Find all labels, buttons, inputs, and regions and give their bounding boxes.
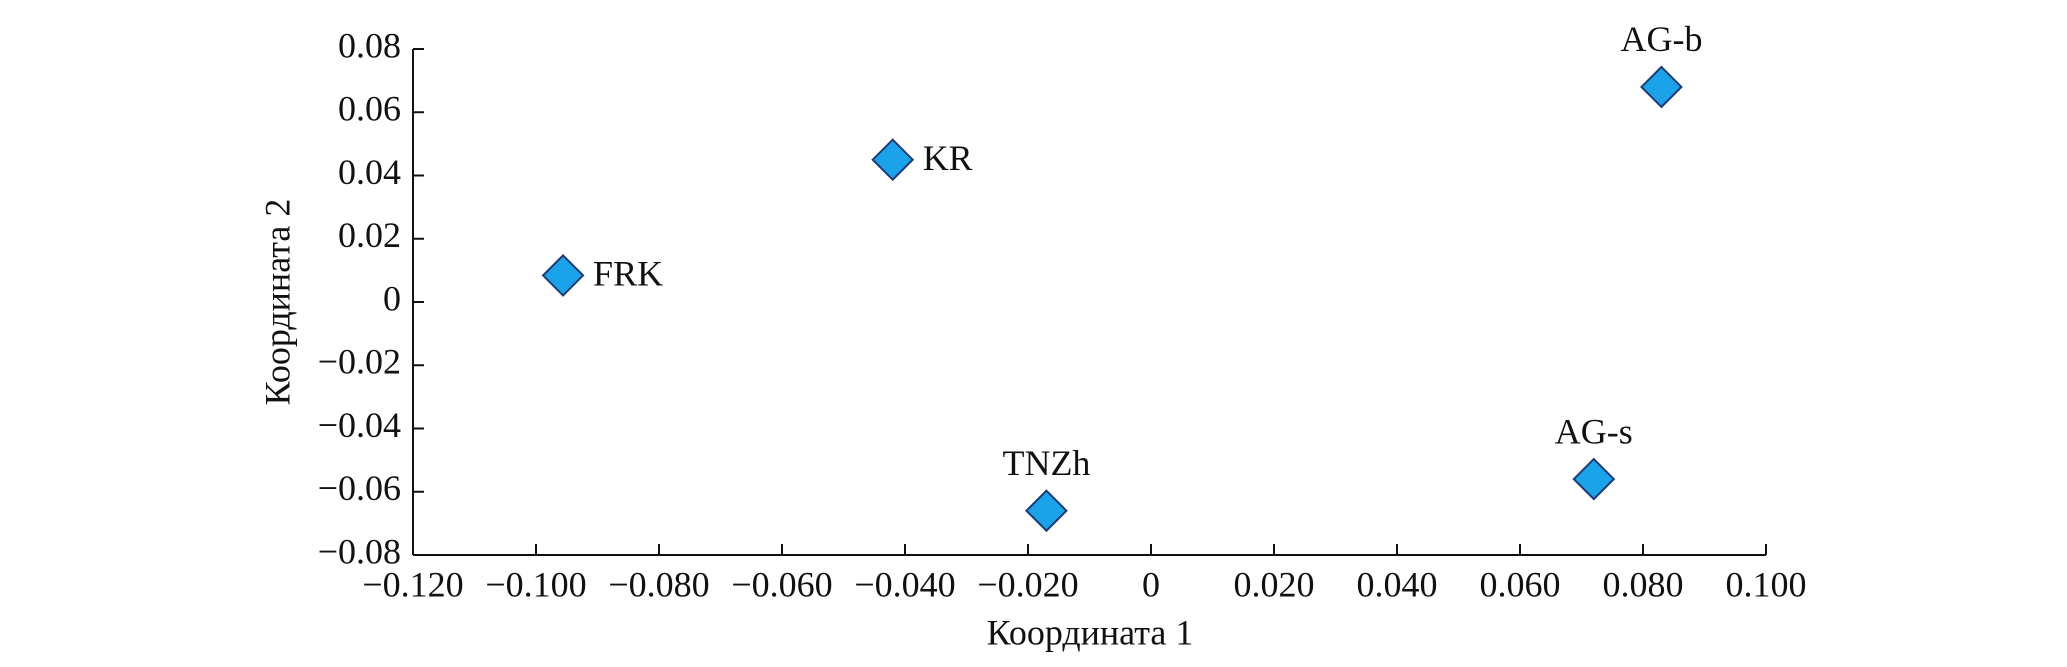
point-label: TNZh [1002,443,1090,483]
x-tick-label: 0.100 [1726,564,1807,604]
point-label: AG-b [1620,19,1702,59]
point [541,254,585,297]
x-tick-label: −0.040 [854,564,955,604]
y-axis-title: Координата 2 [257,199,297,406]
point [1025,489,1068,533]
y-tick-label: −0.02 [318,342,401,382]
x-tick-label: 0.020 [1234,564,1315,604]
x-tick-label: 0 [1142,564,1160,604]
point-label: KR [923,138,973,178]
y-tick-label: −0.08 [318,531,401,571]
x-tick-label: −0.120 [362,564,463,604]
point [1572,457,1616,501]
x-tick-label: 0.060 [1480,564,1561,604]
x-tick-label: 0.040 [1357,564,1438,604]
x-tick-label: 0.080 [1603,564,1684,604]
x-tick-label: −0.100 [485,564,586,604]
point-label: FRK [593,254,663,294]
y-tick-label: 0.02 [338,215,401,255]
y-tick-label: 0.04 [338,152,401,192]
x-tick-label: −0.060 [731,564,832,604]
y-tick-label: 0 [383,278,401,318]
x-axis-title: Координата 1 [987,612,1194,652]
point [1640,65,1683,109]
point-label: AG-s [1555,411,1633,451]
x-tick-label: −0.080 [608,564,709,604]
y-tick-label: 0.06 [338,89,401,129]
point [871,138,915,182]
y-tick-label: −0.04 [318,405,401,445]
x-tick-label: −0.020 [977,564,1078,604]
y-tick-label: 0.08 [338,25,401,65]
y-tick-label: −0.06 [318,468,401,508]
